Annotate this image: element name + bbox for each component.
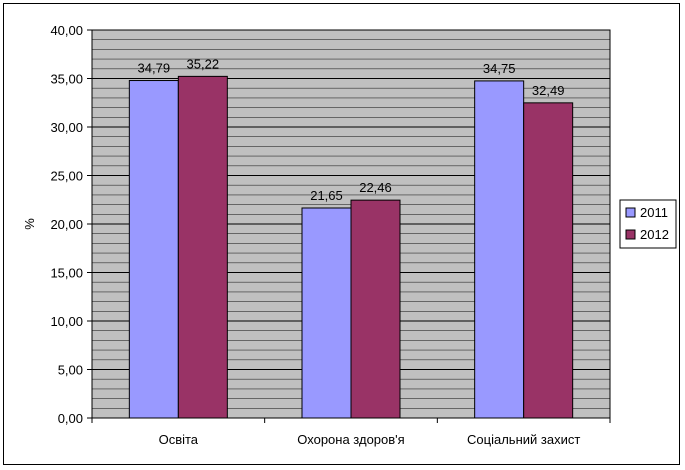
x-tick-label: Освіта [159, 432, 199, 447]
y-tick-label: 15,00 [50, 266, 83, 281]
bar-2012-1 [177, 75, 228, 419]
data-label-2012-2: 22,46 [359, 180, 392, 195]
x-tick-label: Охорона здоров'я [297, 432, 404, 447]
axes [87, 29, 611, 423]
y-tick-label: 40,00 [50, 23, 83, 38]
data-label-2012-3: 32,49 [532, 83, 565, 98]
y-axis-label: % [22, 218, 37, 230]
bars [128, 75, 574, 419]
y-tick-label: 5,00 [58, 363, 83, 378]
legend: 2011 2012 [619, 199, 677, 249]
data-labels: 34,79 35,22 21,65 22,46 34,75 32,49 [138, 56, 565, 203]
bar-2011-3 [474, 80, 525, 419]
y-tick-label: 20,00 [50, 217, 83, 232]
y-tick-label: 10,00 [50, 314, 83, 329]
bar-2011-1 [128, 80, 179, 419]
y-tick-labels: 0,00 5,00 10,00 15,00 20,00 25,00 30,00 35,00 40… [50, 23, 83, 426]
y-tick-label: 0,00 [58, 411, 83, 426]
legend-swatch-2012 [625, 229, 636, 240]
x-tick-labels: Освіта Охорона здоров'я Соціальний захист [159, 432, 581, 447]
x-tick-label: Соціальний захист [467, 432, 580, 447]
data-label-2011-1: 34,79 [138, 61, 171, 76]
bar-2012-3 [523, 102, 574, 419]
data-label-2011-2: 21,65 [310, 188, 343, 203]
y-tick-label: 30,00 [50, 120, 83, 135]
y-tick-label: 25,00 [50, 169, 83, 184]
data-label-2012-1: 35,22 [187, 56, 220, 71]
y-tick-label: 35,00 [50, 72, 83, 87]
legend-label-2011: 2011 [640, 205, 668, 220]
legend-swatch-2011 [625, 207, 636, 218]
legend-label-2012: 2012 [640, 227, 669, 242]
bar-2011-2 [301, 207, 352, 419]
bar-2012-2 [350, 199, 401, 419]
data-label-2011-3: 34,75 [483, 61, 516, 76]
